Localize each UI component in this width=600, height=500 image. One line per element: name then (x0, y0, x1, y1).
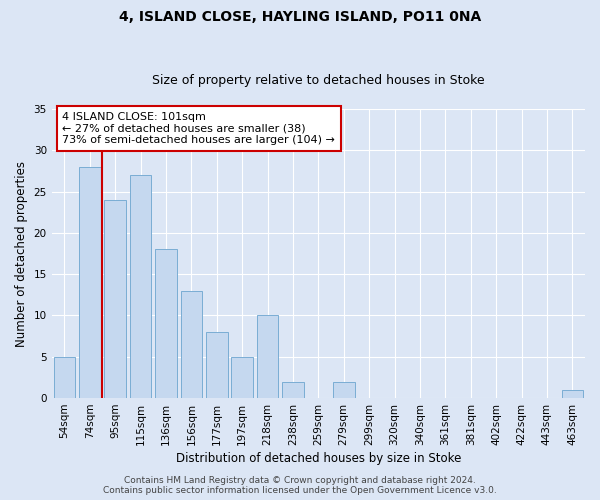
Y-axis label: Number of detached properties: Number of detached properties (15, 160, 28, 346)
Bar (206, 332, 227, 398)
Bar (333, 382, 355, 398)
Bar (282, 382, 304, 398)
Text: 4, ISLAND CLOSE, HAYLING ISLAND, PO11 0NA: 4, ISLAND CLOSE, HAYLING ISLAND, PO11 0N… (119, 10, 481, 24)
Bar (181, 290, 202, 398)
Bar (232, 357, 253, 398)
Bar (562, 390, 583, 398)
Bar (155, 250, 177, 398)
Bar (130, 175, 151, 398)
Bar (104, 200, 126, 398)
Bar (53, 357, 75, 398)
Text: 4 ISLAND CLOSE: 101sqm
← 27% of detached houses are smaller (38)
73% of semi-det: 4 ISLAND CLOSE: 101sqm ← 27% of detached… (62, 112, 335, 145)
Title: Size of property relative to detached houses in Stoke: Size of property relative to detached ho… (152, 74, 485, 87)
Bar (257, 316, 278, 398)
Text: Contains HM Land Registry data © Crown copyright and database right 2024.
Contai: Contains HM Land Registry data © Crown c… (103, 476, 497, 495)
X-axis label: Distribution of detached houses by size in Stoke: Distribution of detached houses by size … (176, 452, 461, 465)
Bar (79, 167, 101, 398)
